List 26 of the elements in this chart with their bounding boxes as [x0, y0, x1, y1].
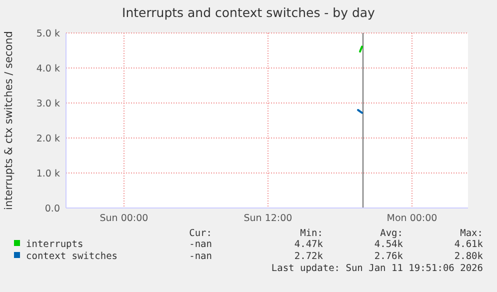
legend-label: context switches [26, 251, 118, 262]
x-tick-label: Sun 00:00 [100, 213, 148, 224]
y-axis-title: interrupts & ctx switches / second [3, 31, 15, 210]
text: -nan [189, 239, 212, 250]
y-tick-label: 0.0 [44, 204, 60, 214]
text: 2.76k [374, 251, 404, 262]
chart-title: Interrupts and context switches - by day [122, 5, 376, 20]
legend-label: interrupts [26, 239, 84, 250]
y-tick-label: 3.0 k [36, 98, 60, 110]
y-tick-label: 5.0 k [36, 28, 60, 40]
text: 4.54k [374, 239, 404, 250]
text: Cur: [189, 228, 212, 239]
text: Avg: [380, 228, 403, 239]
text: 2.72k [294, 251, 324, 262]
y-tick-label: 2.0 k [36, 134, 60, 144]
x-tick-label: Mon 00:00 [386, 213, 438, 224]
text: Last update: Sun Jan 11 19:51:06 2026 [271, 263, 484, 274]
text: 4.47k [294, 239, 324, 250]
text: 4.61k [454, 239, 484, 250]
text: Min: [300, 228, 323, 239]
text: Max: [460, 228, 483, 239]
text: 2.80k [454, 251, 484, 262]
x-tick-label: Sun 12:00 [244, 213, 292, 224]
y-tick-label: 4.0 k [36, 64, 60, 74]
text: -nan [189, 251, 212, 262]
y-tick-label: 1.0 k [36, 168, 60, 180]
